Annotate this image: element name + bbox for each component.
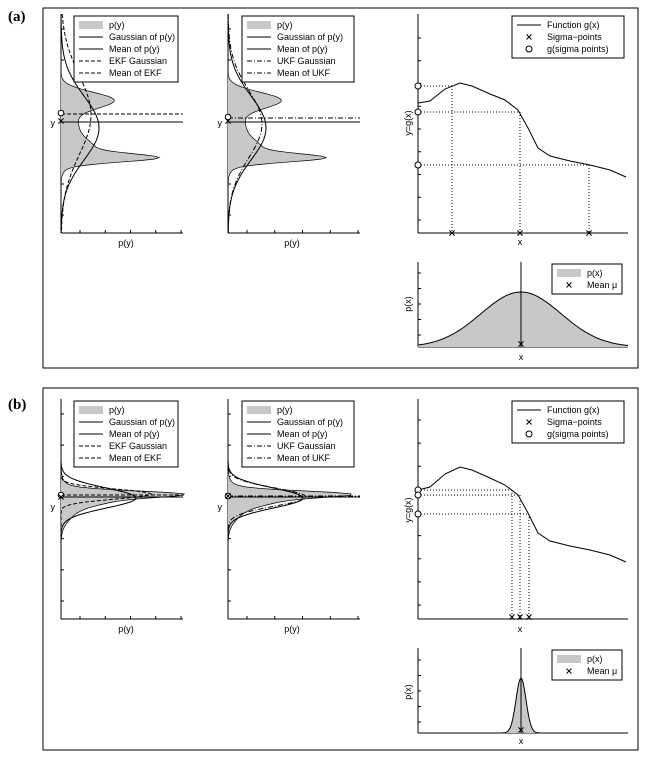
a-func-y-label: y=g(x) [403, 110, 413, 135]
a-px-x-label: x [519, 352, 524, 362]
a-px-y-label: p(x) [403, 296, 413, 312]
a-ekf-density-outline [60, 14, 161, 233]
a-func-x-label: x [518, 237, 523, 247]
b-ekf-legend-entry-0: p(y) [109, 405, 125, 415]
a-px-density-outline [417, 291, 629, 346]
a-ekf-legend-entry-1: Gaussian of p(y) [109, 32, 175, 42]
b-func-x-label: x [518, 624, 523, 634]
a-func-legend-swatch-2 [525, 45, 533, 53]
a-func-sigma-point-0 [449, 230, 455, 236]
a-ukf-density-outline [227, 14, 328, 233]
a-ukf-legend-swatch-0 [247, 21, 271, 29]
panel-b-label: (b) [8, 397, 27, 413]
b-func-g-sigma-2 [414, 510, 422, 518]
a-ekf-legend-entry-3: EKF Gaussian [109, 56, 167, 66]
b-ukf-legend-swatch-0 [247, 406, 271, 414]
a-func-legend-entry-2: g(sigma points) [547, 44, 609, 54]
b-px-x-label: x [519, 736, 524, 746]
a-func-sigma-point-1 [517, 230, 523, 236]
b-ekf-x-label: p(y) [118, 624, 134, 634]
b-ukf-approx-gaussian [227, 399, 307, 619]
a-ekf-y-label: y [51, 118, 56, 128]
a-ekf-legend-entry-2: Mean of p(y) [109, 44, 160, 54]
a-ekf-approx-gaussian [60, 13, 92, 233]
b-func-legend-entry-2: g(sigma points) [547, 429, 609, 439]
b-func-sigma-point-1 [517, 614, 523, 620]
b-ekf-legend-entry-4: Mean of EKF [109, 453, 162, 463]
b-ekf-legend-entry-3: EKF Gaussian [109, 441, 167, 451]
a-ukf-legend-entry-2: Mean of p(y) [277, 44, 328, 54]
a-ukf-gaussian-of-py [227, 14, 267, 233]
b-ekf-legend-entry-1: Gaussian of p(y) [109, 417, 175, 427]
b-px-legend-entry-0: p(x) [587, 654, 603, 664]
b-ukf-x-label: p(y) [284, 624, 300, 634]
panel-b-frame [42, 387, 639, 751]
b-px-legend-swatch-1 [566, 668, 572, 674]
a-px-legend-entry-0: p(x) [587, 268, 603, 278]
a-func-sigma-point-2 [586, 230, 592, 236]
b-func-legend-entry-1: Sigma−points [547, 417, 602, 427]
b-ukf-legend-entry-4: Mean of UKF [277, 453, 331, 463]
b-ekf-axis-marker-0 [57, 491, 65, 499]
a-func-function-curve [417, 82, 627, 178]
b-px-legend-swatch-0 [557, 655, 581, 663]
a-ukf-y-label: y [218, 118, 223, 128]
a-px-density-fill [418, 292, 628, 347]
b-func-sigma-point-0 [509, 614, 515, 620]
panel-a-frame [42, 7, 639, 369]
a-ekf-axis-marker-1 [58, 118, 64, 124]
a-ukf-legend-entry-0: p(y) [277, 20, 293, 30]
a-func-g-sigma-2 [414, 161, 422, 169]
a-px-legend-swatch-0 [557, 269, 581, 277]
a-ukf-x-label: p(y) [284, 238, 300, 248]
b-px-density-fill [418, 678, 628, 733]
a-func-legend-swatch-1 [526, 34, 532, 40]
b-px-mean-marker [518, 727, 524, 733]
a-func-g-sigma-1 [414, 108, 422, 116]
b-ekf-legend-entry-2: Mean of p(y) [109, 429, 160, 439]
b-ekf-approx-gaussian [60, 399, 153, 619]
b-ukf-y-label: y [218, 502, 223, 512]
b-func-legend-swatch-1 [526, 419, 532, 425]
a-px-legend-entry-1: Mean μ [587, 280, 617, 290]
b-func-y-label: y=g(x) [403, 497, 413, 522]
a-px-mean-marker [518, 341, 524, 347]
b-ukf-legend-entry-1: Gaussian of p(y) [277, 417, 343, 427]
a-ukf-axis-marker-1 [225, 118, 231, 124]
a-func-legend-entry-0: Function g(x) [547, 20, 600, 30]
a-func-g-sigma-0 [414, 82, 422, 90]
b-func-function-curve [417, 466, 627, 563]
a-ukf-legend-entry-4: Mean of UKF [277, 68, 331, 78]
b-func-legend-entry-0: Function g(x) [547, 405, 600, 415]
b-ukf-legend-entry-0: p(y) [277, 405, 293, 415]
a-ekf-x-label: p(y) [118, 238, 134, 248]
b-px-legend-entry-1: Mean μ [587, 666, 617, 676]
a-ukf-axis-marker-0 [224, 113, 232, 121]
a-ekf-legend-entry-4: Mean of EKF [109, 68, 162, 78]
b-ekf-legend-swatch-0 [79, 406, 103, 414]
a-func-legend-entry-1: Sigma−points [547, 32, 602, 42]
b-func-g-sigma-1 [414, 491, 422, 499]
b-px-density-outline [418, 677, 628, 734]
b-ekf-axis-marker-1 [58, 494, 64, 500]
b-func-legend-swatch-2 [525, 430, 533, 438]
b-ukf-axis-marker-1 [225, 493, 231, 499]
a-ukf-legend-entry-1: Gaussian of p(y) [277, 32, 343, 42]
a-ekf-axis-marker-0 [57, 109, 65, 117]
a-ekf-gaussian-of-py [60, 14, 100, 233]
a-ekf-legend-entry-0: p(y) [109, 20, 125, 30]
b-func-sigma-point-2 [526, 614, 532, 620]
a-px-legend-swatch-1 [566, 282, 572, 288]
b-ekf-y-label: y [51, 502, 56, 512]
panel-a-label: (a) [8, 9, 26, 25]
b-ukf-legend-entry-3: UKF Gaussian [277, 441, 336, 451]
b-ukf-legend-entry-2: Mean of p(y) [277, 429, 328, 439]
a-ukf-legend-entry-3: UKF Gaussian [277, 56, 336, 66]
b-px-y-label: p(x) [403, 684, 413, 700]
a-ekf-legend-swatch-0 [79, 21, 103, 29]
